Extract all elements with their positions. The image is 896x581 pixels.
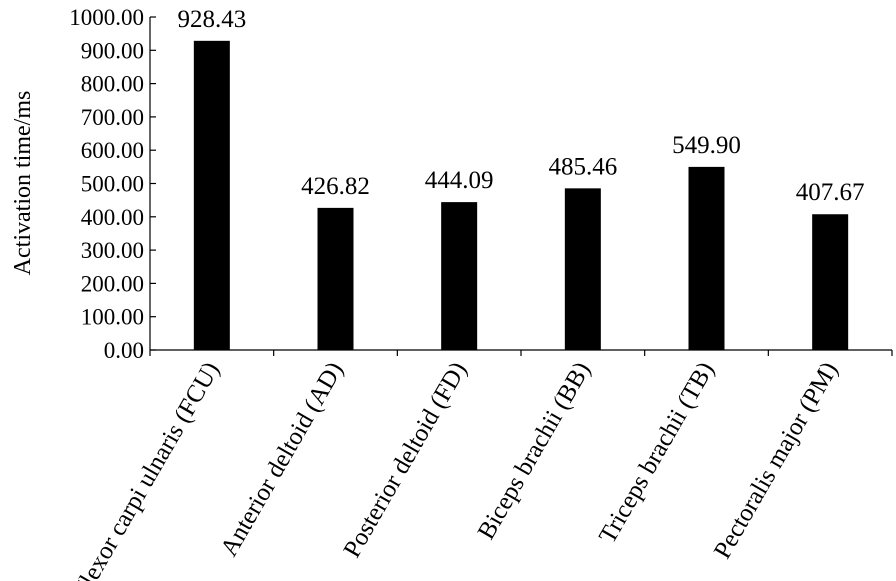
category-labels: Flexor carpi ulnaris (FCU)Anterior delto… — [68, 358, 843, 581]
category-label: Triceps brachii (TB) — [594, 358, 720, 549]
y-tick-label: 600.00 — [81, 138, 144, 163]
data-label: 485.46 — [548, 153, 617, 180]
y-tick-label: 700.00 — [81, 105, 144, 130]
y-tick-label: 1000.00 — [69, 5, 144, 30]
bar — [812, 214, 849, 350]
y-axis-title: Activation time/ms — [10, 91, 36, 276]
bar — [688, 166, 725, 350]
category-label: Anterior deltoid (AD) — [216, 358, 349, 561]
bar — [441, 202, 478, 350]
axes — [149, 17, 893, 356]
y-tick-label: 100.00 — [81, 305, 144, 330]
y-tick-label: 500.00 — [81, 172, 144, 197]
y-tick-label: 0.00 — [104, 338, 144, 363]
data-label: 928.43 — [177, 6, 246, 33]
y-tick-label: 300.00 — [81, 238, 144, 263]
category-label: Biceps brachii (BB) — [473, 358, 596, 545]
y-tick-label: 400.00 — [81, 205, 144, 230]
bar — [317, 207, 354, 350]
data-label: 444.09 — [425, 167, 494, 194]
category-label: Pectoralis major (PM) — [709, 358, 843, 564]
data-label: 549.90 — [672, 132, 741, 159]
category-label: Flexor carpi ulnaris (FCU) — [68, 358, 225, 581]
y-tick-label: 900.00 — [81, 38, 144, 63]
data-labels: 928.43 426.82 444.09 485.46 549.90 407.67 — [177, 6, 864, 206]
y-tick-label: 800.00 — [81, 72, 144, 97]
category-label: Posterior deltoid (FD) — [339, 358, 473, 563]
bars — [193, 40, 849, 350]
data-label: 426.82 — [301, 173, 370, 200]
y-axis-ticks: 0.00 100.00 200.00 300.00 400.00 500.00 600.00… — [69, 5, 156, 363]
y-tick-label: 200.00 — [81, 271, 144, 296]
bar — [193, 40, 230, 350]
data-label: 407.67 — [796, 179, 865, 206]
bar — [564, 188, 601, 350]
